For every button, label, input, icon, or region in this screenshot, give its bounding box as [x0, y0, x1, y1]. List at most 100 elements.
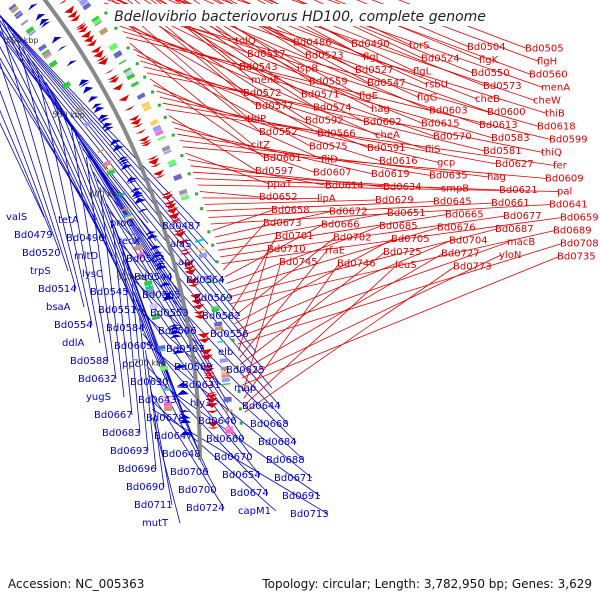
cog-category-block — [108, 42, 119, 52]
forward-gene-arrow — [205, 394, 218, 399]
cog-category-block — [164, 406, 173, 412]
reverse-gene-arrow — [179, 418, 192, 424]
reverse-leader-line — [142, 333, 261, 476]
cog-category-block — [180, 195, 190, 201]
reverse-gene-label: Bd0654 — [222, 470, 261, 481]
forward-leader-line — [243, 264, 398, 406]
forward-gene-label: menE — [251, 75, 280, 86]
forward-leader-line — [214, 211, 332, 238]
cog-category-block — [145, 288, 155, 295]
cog-category-block — [118, 59, 127, 65]
forward-gene-label: gcp — [437, 158, 455, 169]
reverse-gene-label: Bd0631 — [182, 380, 221, 391]
forward-gene-label: Bd0547 — [367, 78, 406, 89]
reverse-gene-arrow — [161, 293, 174, 297]
reverse-leader-line — [50, 89, 249, 335]
forward-gene-label: Bd0603 — [429, 106, 468, 117]
forward-gene-arrow — [124, 105, 135, 111]
reverse-gene-label: Bd0690 — [126, 482, 165, 493]
cog-category-block — [198, 252, 208, 259]
cog-category-block — [151, 313, 160, 319]
forward-gene-label: Bd0573 — [483, 81, 522, 92]
reverse-gene-label: apr — [178, 257, 195, 268]
reverse-gene-label: Bd0551 — [98, 305, 137, 316]
reverse-leader-line — [99, 187, 125, 398]
forward-leader-line — [242, 261, 282, 392]
forward-gene-arrow — [183, 265, 196, 271]
forward-gene-label: smpB — [441, 184, 469, 195]
backbone — [42, 0, 202, 461]
accession-text: Accession: NC_005363 — [8, 577, 144, 591]
forward-leader-line — [171, 121, 316, 173]
reverse-gene-arrow — [118, 159, 130, 164]
forward-gene-arrow — [176, 238, 188, 244]
forward-gene-label: Bd0652 — [259, 192, 298, 203]
reverse-gene-label: Bd0503 — [126, 254, 165, 265]
cog-category-block — [147, 293, 156, 298]
reverse-gene-label: Bd0589 — [174, 362, 213, 373]
reverse-gene-arrow — [168, 324, 180, 328]
forward-leader-line — [218, 214, 448, 251]
forward-gene-arrow — [170, 219, 182, 223]
forward-leader-line — [187, 159, 328, 186]
forward-gene-arrow — [80, 30, 91, 38]
forward-gene-label: Bd0645 — [433, 197, 472, 208]
forward-gene-label: Bd0490 — [351, 39, 390, 50]
cog-category-block — [105, 167, 114, 172]
reverse-gene-label: Bd0647 — [154, 431, 193, 442]
forward-gene-arrow — [135, 128, 147, 134]
reverse-gene-arrow — [162, 294, 175, 301]
forward-leader-line — [192, 171, 444, 189]
forward-leader-line — [107, 8, 262, 133]
cog-category-block — [205, 279, 214, 284]
forward-gene-arrow — [67, 10, 78, 18]
reverse-leader-line — [145, 350, 165, 488]
forward-gene-arrow — [75, 21, 86, 29]
forward-gene-arrow — [205, 392, 217, 394]
cog-category-block — [103, 162, 112, 168]
forward-leader-line — [206, 201, 436, 212]
reverse-gene-label: Bd0564 — [186, 275, 225, 286]
forward-gene-label: fer — [553, 161, 568, 172]
reverse-gene-label: Bd0643 — [138, 395, 177, 406]
forward-leader-line — [185, 152, 270, 185]
forward-gene-label: Bd0583 — [491, 133, 530, 144]
cog-category-block — [78, 0, 89, 7]
forward-leader-line — [208, 202, 494, 218]
cog-category-block — [91, 15, 100, 23]
cog-category-block — [130, 81, 140, 88]
cog-category-block — [13, 10, 22, 17]
forward-gene-label: Bd0616 — [379, 156, 418, 167]
reverse-gene-label: ppc — [122, 359, 140, 370]
reverse-gene-arrow — [35, 13, 46, 21]
forward-gene-label: ispB — [297, 64, 318, 75]
reverse-gene-label: mltD — [74, 251, 98, 262]
reverse-leader-line — [131, 283, 149, 452]
forward-gene-label: Bd0614 — [325, 181, 364, 192]
marker-dot — [235, 365, 239, 369]
forward-gene-label: Bd0634 — [383, 182, 422, 193]
reverse-leader-line — [0, 14, 209, 245]
forward-gene-label: Bd0591 — [367, 143, 406, 154]
reverse-gene-label: valS — [6, 212, 27, 223]
reverse-gene-arrow — [178, 410, 191, 413]
reverse-gene-arrow — [78, 79, 90, 87]
summary-text: Topology: circular; Length: 3,782,950 bp… — [261, 577, 592, 591]
reverse-gene-arrow — [97, 114, 109, 121]
forward-gene-arrow — [140, 139, 151, 144]
forward-leader-line — [155, 0, 242, 68]
forward-leader-line — [244, 266, 456, 413]
forward-leader-line — [136, 54, 370, 149]
forward-gene-arrow — [140, 141, 152, 147]
reverse-leader-line — [0, 15, 225, 281]
reverse-gene-arrow — [137, 208, 149, 213]
reverse-gene-arrow — [166, 314, 178, 318]
reverse-gene-arrow — [126, 177, 138, 183]
forward-gene-label: Bd0527 — [355, 65, 394, 76]
reverse-gene-label: Bd0545 — [90, 287, 129, 298]
forward-leader-line — [199, 191, 262, 198]
reverse-gene-arrow — [119, 161, 131, 167]
cog-category-block — [149, 302, 158, 310]
reverse-gene-label: map — [234, 383, 256, 394]
